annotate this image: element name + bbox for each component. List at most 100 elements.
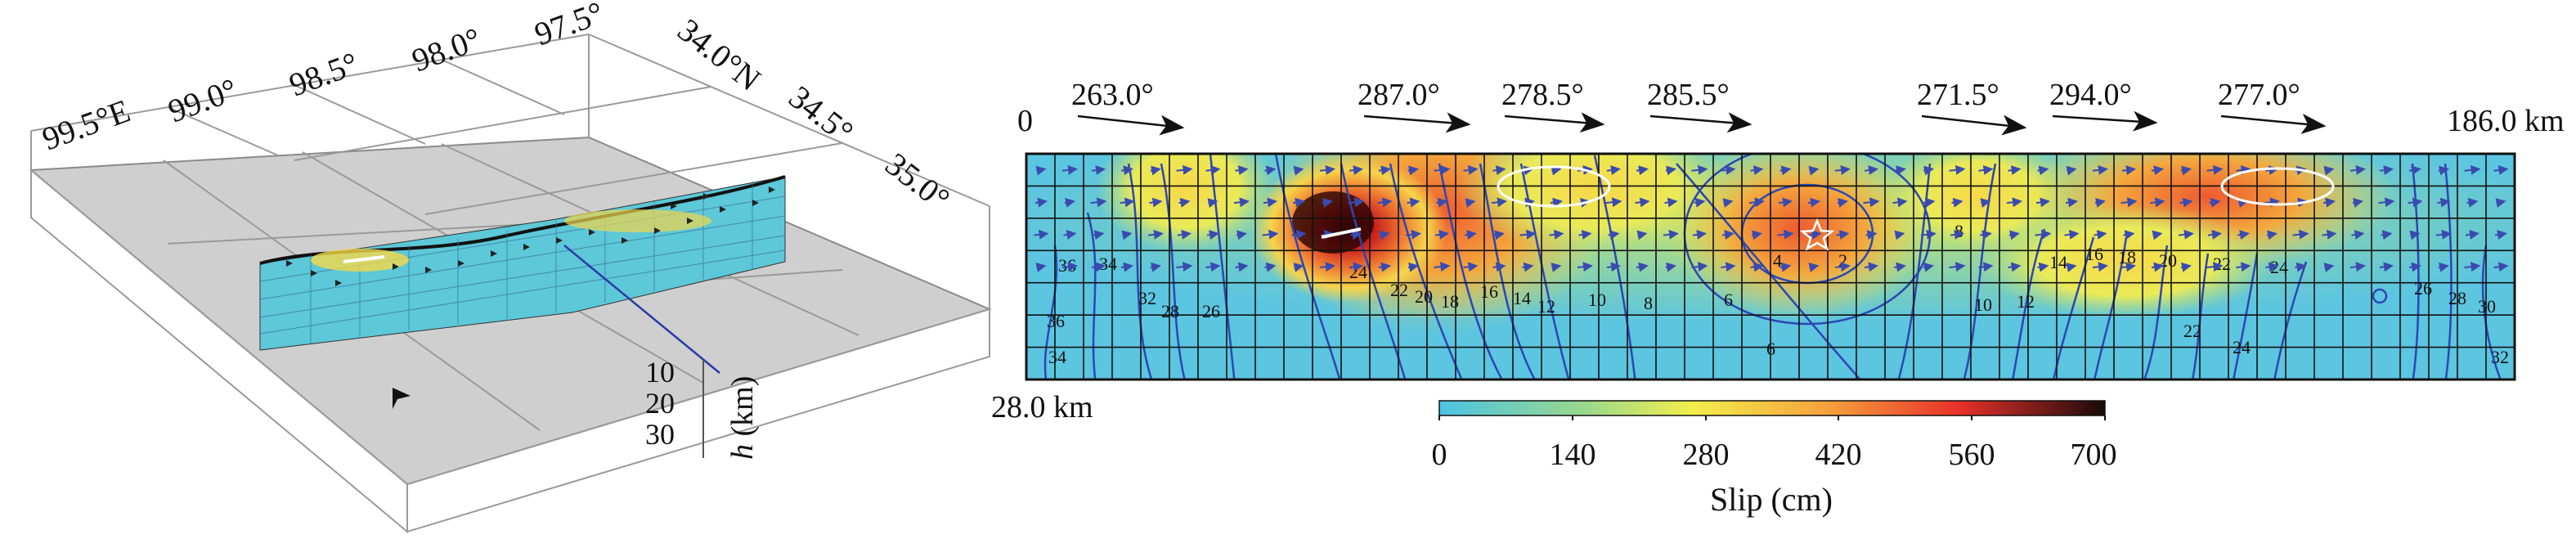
slip-vector-arrow <box>2236 165 2251 175</box>
slip-vector-arrow <box>2408 262 2421 272</box>
slip-vector-arrow <box>1606 165 1621 175</box>
slip-vector-arrow <box>1319 262 1335 272</box>
slip-vector-arrow <box>1551 263 1562 272</box>
slip-frame <box>1025 152 2516 381</box>
lat-label-34-0: 34.0°N <box>671 11 767 98</box>
slip-vector-arrow <box>1149 197 1163 208</box>
contour-label: 34 <box>1099 254 1117 274</box>
slip-vector-arrow <box>2464 164 2481 175</box>
slip-vector-arrow <box>1834 262 1851 272</box>
slip-vector-arrow <box>1980 198 1991 208</box>
slip-vector-arrow <box>1063 230 1077 240</box>
slip-vector-arrow <box>2495 198 2506 208</box>
slip-vector-arrow <box>1778 197 1793 208</box>
slip-vector-arrow <box>2379 165 2394 175</box>
slip-vector-arrow <box>1837 198 1848 208</box>
slip-vector-arrow <box>1091 165 1106 175</box>
slip-vector-arrow <box>1465 198 1476 208</box>
lon-label-97-5: 97.5° <box>530 0 608 52</box>
slip-vector-arrow <box>1951 197 1963 208</box>
slip-vector-arrow <box>1923 262 1934 272</box>
slip-vector-arrow <box>1949 262 1966 272</box>
slip-vector-arrow <box>1893 165 1906 176</box>
slip-vector-arrow <box>1292 197 1305 208</box>
along-strike-end-label: 186.0 km <box>2447 104 2565 138</box>
colorbar-ticks <box>1438 415 2106 420</box>
slip-vector-arrow <box>1808 165 1820 176</box>
contour-label: 16 <box>1480 281 1498 302</box>
slip-vector-arrow <box>2323 165 2335 176</box>
slip-vector-arrow <box>1578 230 1592 240</box>
strike-label-4: 285.5° <box>1647 78 1730 112</box>
slip-vector-arrow <box>1722 198 1734 208</box>
slip-vector-arrow <box>1463 262 1479 272</box>
slip-vector-arrow <box>1636 262 1649 272</box>
contour-label: 32 <box>2491 347 2509 367</box>
strike-indicators: 263.0° 287.0° 278.5° 285.5° 271.5° 294.0… <box>1071 78 2327 136</box>
slip-vector-arrow <box>1836 230 1850 240</box>
slip-vector-arrow <box>1120 262 1133 272</box>
slip-vector-arrow <box>1348 197 1365 208</box>
slip-vector-arrow <box>1550 197 1563 208</box>
slip-vector-arrow <box>1378 262 1391 272</box>
slip-vector-arrow <box>1664 197 1678 208</box>
slip-vector-arrow <box>1751 230 1762 240</box>
slip-vector-arrow <box>1978 165 1994 175</box>
contour-label: 8 <box>1954 221 1963 241</box>
slip-vector-arrow <box>1978 262 1994 272</box>
slip-vector-arrow <box>2464 262 2481 272</box>
slip-vector-arrow <box>2323 263 2335 272</box>
strike-label-1: 263.0° <box>1071 78 1154 112</box>
strike-label-2: 287.0° <box>1358 78 1440 112</box>
slip-vector-arrow <box>2409 230 2421 240</box>
depth-axis-label: h (km) <box>725 376 760 460</box>
slip-vector-arrow <box>1606 262 1621 272</box>
lon-label-98-0: 98.0° <box>407 20 486 79</box>
lat-label-34-5: 34.5° <box>782 79 859 150</box>
contour-label: 36 <box>1047 311 1065 331</box>
slip-vector-arrow <box>2064 229 2080 240</box>
surface-rupture-line <box>1321 227 1362 239</box>
slip-vector-arrow <box>1691 262 1708 272</box>
slip-vector-arrow <box>1264 165 1277 176</box>
slip-vector-arrow <box>1694 197 1706 208</box>
slip-vector-arrow <box>2349 262 2366 272</box>
slip-vector-arrow <box>2437 197 2451 208</box>
slip-vector-arrow <box>1176 262 1193 272</box>
slip-vector-arrow <box>1090 197 1107 208</box>
contour-label: 14 <box>1513 288 1531 308</box>
slip-vector-arrow <box>1434 262 1451 272</box>
slip-vector-arrow <box>2438 165 2449 176</box>
slip-vector-arrow <box>2065 197 2078 208</box>
contour-label: 12 <box>2017 291 2035 312</box>
slip-vector-arrow <box>1493 230 1505 240</box>
slip-vector-arrow <box>1405 229 1421 240</box>
slip-vector-arrow <box>2150 197 2165 208</box>
slip-vector-arrow <box>2264 197 2280 208</box>
slip-vector-arrow <box>1491 197 1507 208</box>
slip-vector-arrow <box>2008 165 2022 176</box>
slip-vector-arrow <box>2266 230 2278 240</box>
slip-vector-arrow <box>1262 229 1279 240</box>
slip-vector-arrow <box>1492 165 1506 176</box>
slip-vector-arrow <box>1120 165 1133 176</box>
contour-label: 24 <box>2270 257 2288 277</box>
colorbar-tick-0: 0 <box>1432 438 1447 472</box>
slip-vector-arrow <box>2037 165 2049 176</box>
high-slip-ellipse-1 <box>1497 165 1611 208</box>
slip-vector-arrow <box>2493 165 2509 175</box>
perspective-map-panel: 10 20 30 h (km) 99.5°E 99.0° 98.5° 98.0°… <box>29 0 992 534</box>
slip-vector-arrow <box>2121 165 2136 175</box>
slip-vector-arrow <box>1263 197 1277 208</box>
along-strike-start-label: 0 <box>1017 104 1033 138</box>
slip-vector-arrow <box>2006 197 2022 208</box>
slip-vector-arrow <box>2066 263 2077 272</box>
high-slip-ellipse-2 <box>2220 167 2335 206</box>
down-dip-depth-label: 28.0 km <box>991 390 1093 424</box>
slip-vector-arrow <box>2379 262 2394 272</box>
slip-vector-arrow <box>1892 197 1908 208</box>
slip-vectors <box>1034 164 2509 272</box>
slip-vector-arrow <box>1665 165 1676 176</box>
slip-vector-arrow <box>2008 262 2022 272</box>
slip-vector-arrow <box>1636 165 1649 176</box>
